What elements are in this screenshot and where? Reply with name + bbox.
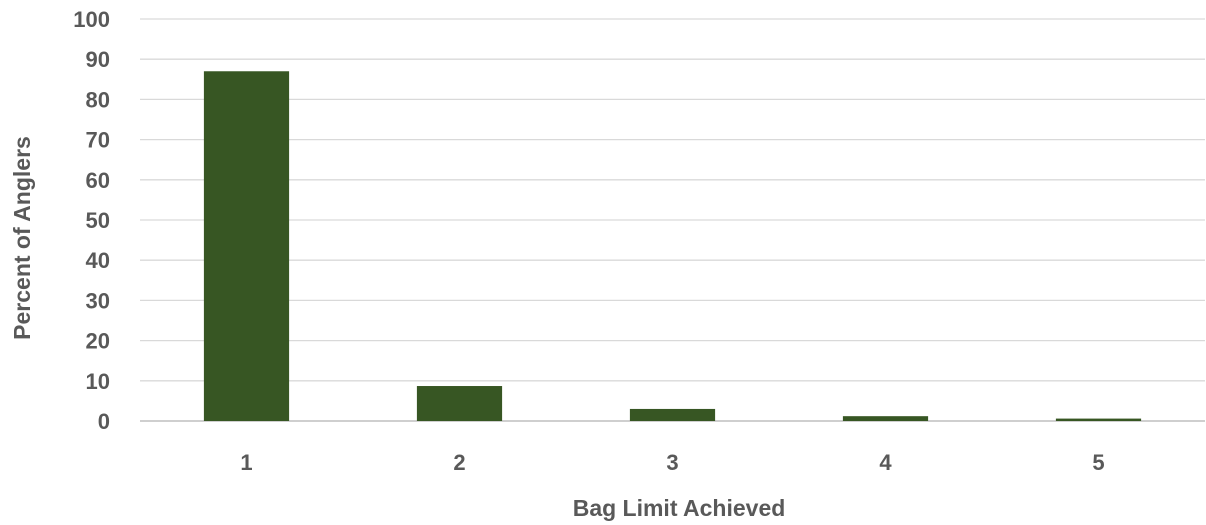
bars — [203, 71, 1142, 421]
y-tick-label: 90 — [86, 47, 110, 72]
y-tick-label: 20 — [86, 329, 110, 354]
y-tick-label: 10 — [86, 369, 110, 394]
x-tick-label-3: 3 — [666, 450, 678, 475]
bar-2 — [416, 386, 503, 421]
y-tick-label: 0 — [98, 409, 110, 434]
x-tick-label-2: 2 — [453, 450, 465, 475]
y-tick-label: 30 — [86, 288, 110, 313]
bar-3 — [629, 408, 716, 421]
x-tick-label-5: 5 — [1092, 450, 1104, 475]
bar-1 — [203, 71, 290, 421]
y-tick-label: 50 — [86, 208, 110, 233]
y-axis-title: Percent of Anglers — [9, 136, 35, 340]
x-axis-ticks: 1 2 3 4 5 — [240, 450, 1104, 475]
y-tick-label: 80 — [86, 87, 110, 112]
x-tick-label-1: 1 — [240, 450, 252, 475]
x-tick-label-4: 4 — [879, 450, 892, 475]
y-tick-label: 100 — [73, 7, 110, 32]
bar-5 — [1055, 418, 1142, 421]
y-tick-label: 60 — [86, 168, 110, 193]
gridlines — [140, 18, 1205, 422]
y-tick-label: 70 — [86, 128, 110, 153]
y-tick-label: 40 — [86, 248, 110, 273]
y-axis-ticks: 0 10 20 30 40 50 60 70 80 90 100 — [73, 7, 110, 434]
x-axis-title: Bag Limit Achieved — [573, 495, 786, 521]
bar-4 — [842, 416, 929, 421]
